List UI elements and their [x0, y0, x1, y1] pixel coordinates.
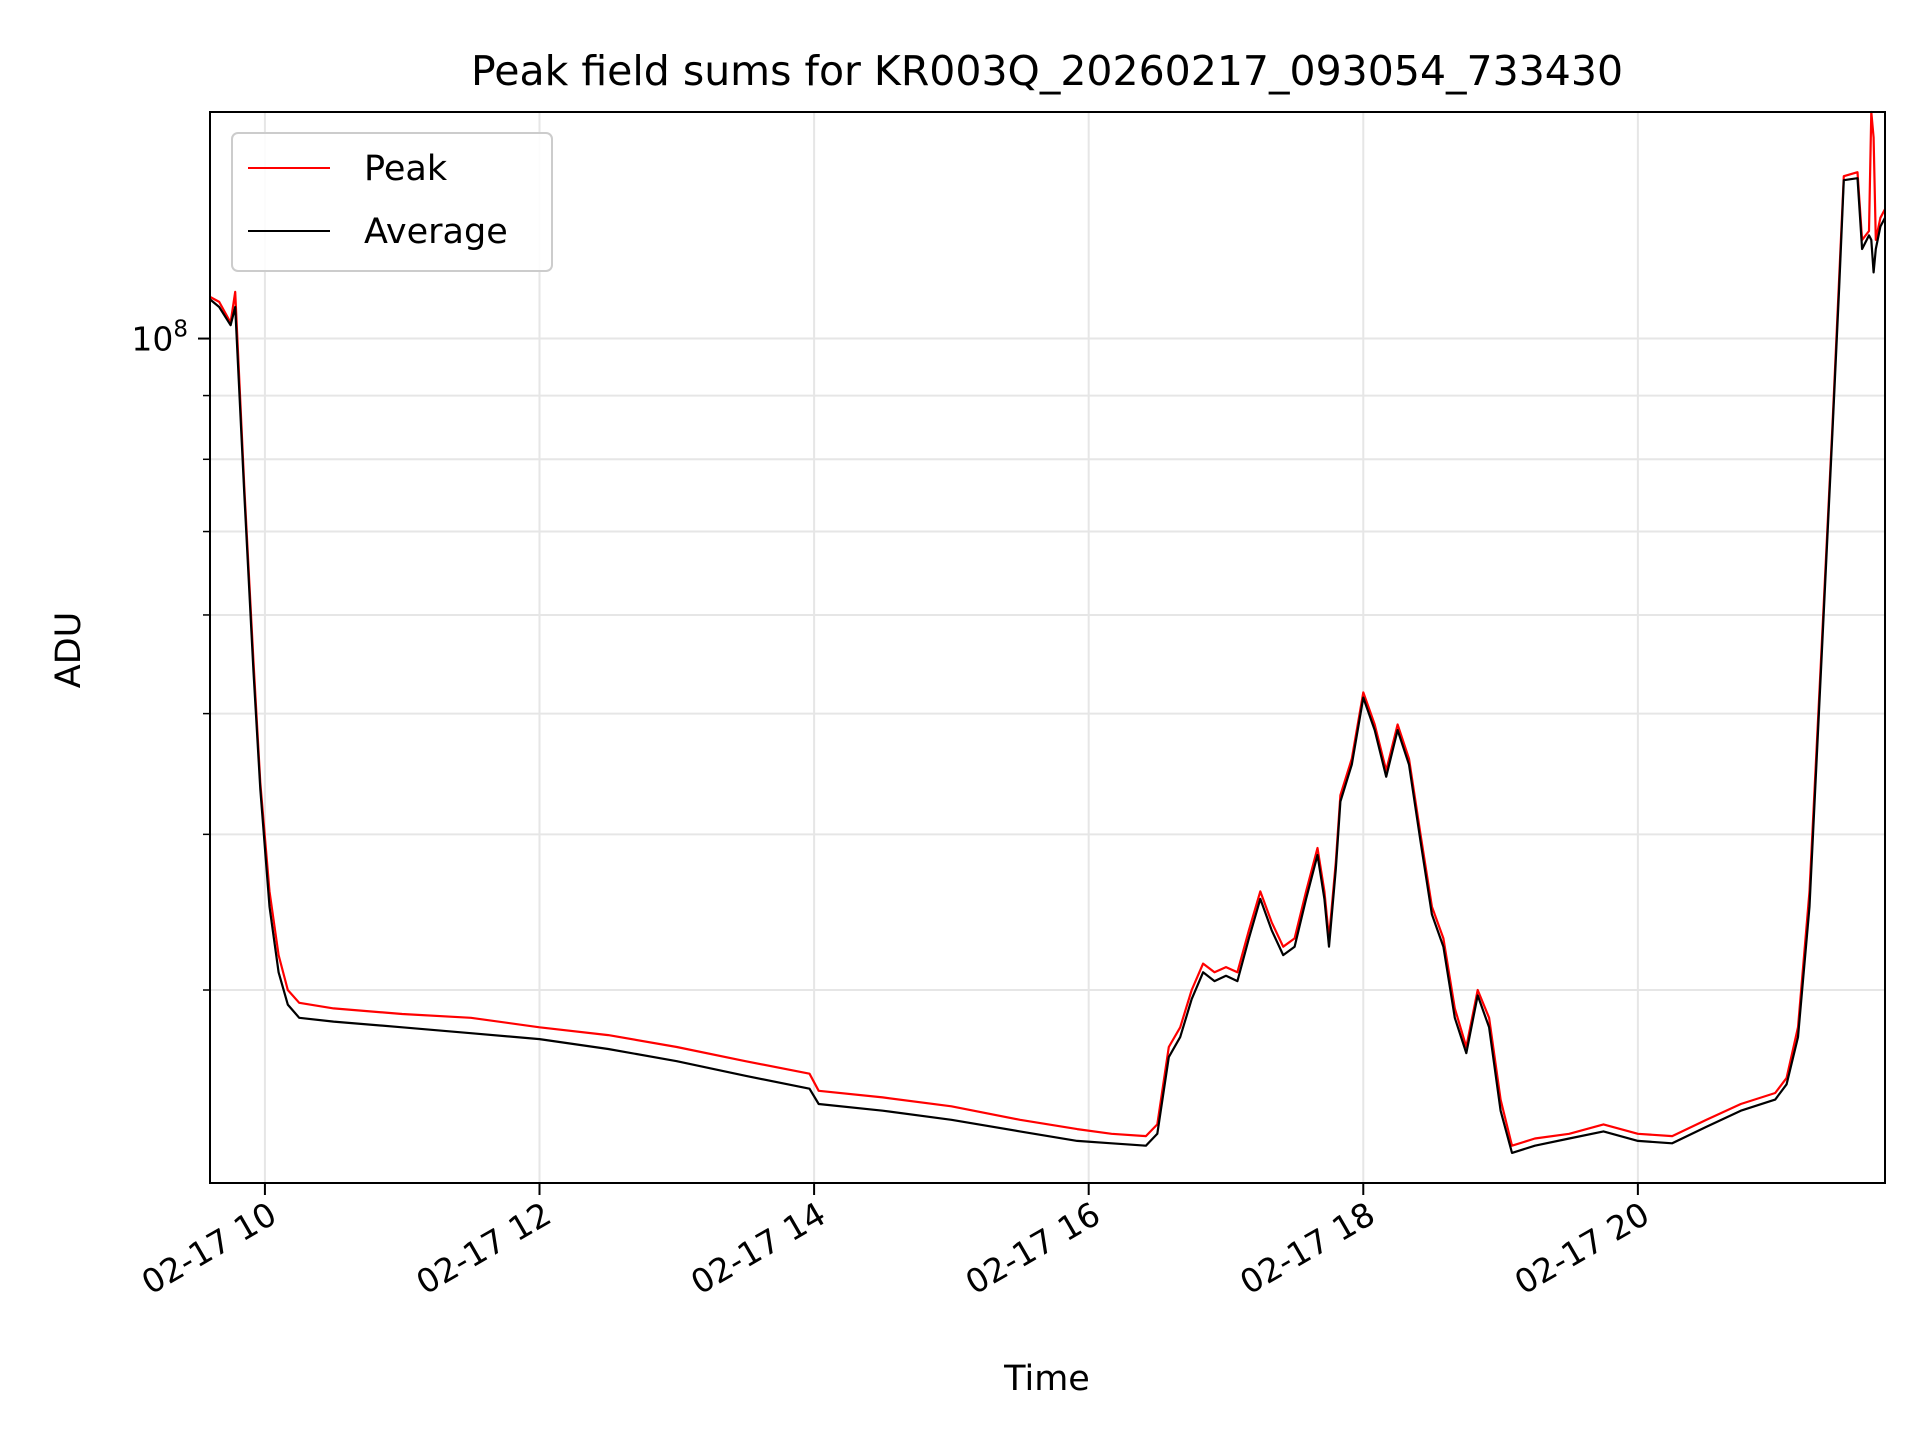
legend: Peak Average — [231, 132, 553, 272]
series-layer — [209, 110, 1886, 1155]
axes-frame — [209, 111, 1886, 1184]
series-line-average — [209, 177, 1886, 1155]
grid-layer — [210, 112, 1885, 1183]
series-line-peak — [209, 110, 1886, 1147]
legend-label-average: Average — [364, 212, 508, 252]
x-axis-label: Time — [1003, 1359, 1090, 1399]
y-tick-label-exponent: 8 — [173, 317, 188, 343]
y-tick-label: 108 — [131, 317, 188, 359]
legend-label-peak: Peak — [364, 149, 448, 189]
y-axis-label: ADU — [49, 612, 89, 689]
y-tick-label-base: 10 — [131, 320, 173, 359]
chart-title: Peak field sums for KR003Q_20260217_0930… — [471, 47, 1623, 95]
